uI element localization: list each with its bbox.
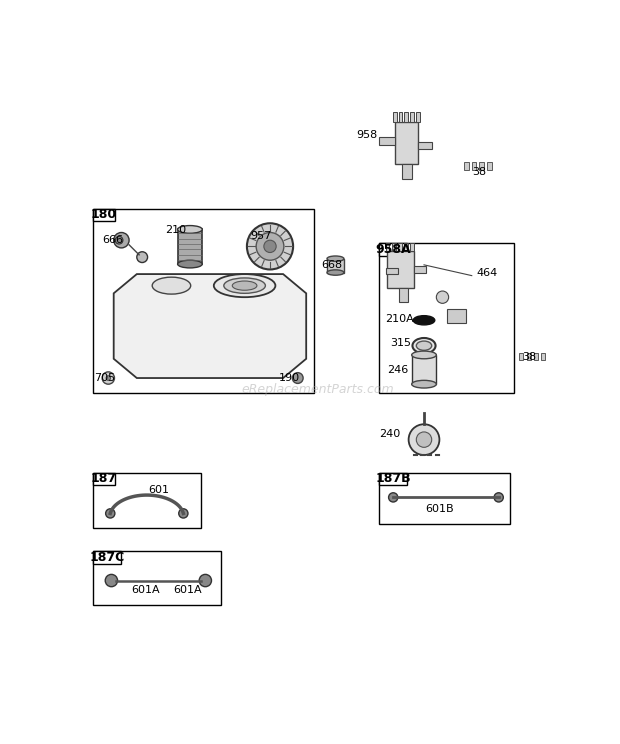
Bar: [399, 112, 402, 121]
Text: 187: 187: [91, 472, 117, 485]
Circle shape: [256, 232, 284, 260]
Text: 958A: 958A: [375, 243, 411, 256]
Text: 958: 958: [356, 130, 378, 141]
Circle shape: [416, 432, 432, 447]
Ellipse shape: [152, 278, 191, 294]
Bar: [386, 243, 389, 251]
Bar: [541, 353, 545, 360]
Bar: [399, 288, 408, 302]
Circle shape: [389, 493, 398, 502]
Ellipse shape: [232, 281, 257, 290]
Bar: [177, 229, 202, 264]
Ellipse shape: [412, 338, 436, 353]
Bar: [416, 112, 420, 121]
Ellipse shape: [327, 270, 344, 275]
Text: 464: 464: [476, 268, 498, 278]
Text: 957: 957: [250, 231, 271, 240]
Ellipse shape: [224, 278, 265, 293]
Text: 210A: 210A: [386, 314, 414, 324]
Bar: [393, 112, 397, 121]
Bar: [379, 472, 407, 485]
Circle shape: [102, 372, 115, 384]
Ellipse shape: [416, 341, 432, 350]
Bar: [479, 162, 484, 170]
Ellipse shape: [413, 315, 435, 325]
Text: 705: 705: [94, 373, 115, 383]
Circle shape: [494, 493, 503, 502]
Bar: [392, 243, 396, 251]
Text: 180: 180: [91, 208, 117, 221]
Polygon shape: [113, 274, 306, 378]
Circle shape: [436, 291, 449, 304]
Bar: [402, 164, 412, 179]
Ellipse shape: [177, 260, 202, 268]
Bar: [386, 268, 398, 274]
Bar: [487, 162, 492, 170]
Text: 240: 240: [379, 429, 401, 439]
Circle shape: [106, 376, 110, 380]
Text: 668: 668: [322, 260, 343, 270]
Bar: [379, 243, 407, 256]
Text: 601A: 601A: [173, 585, 202, 594]
Circle shape: [113, 232, 129, 248]
Text: 666: 666: [102, 235, 123, 246]
Circle shape: [409, 424, 440, 455]
Text: 187B: 187B: [375, 472, 411, 485]
Bar: [93, 472, 115, 485]
Bar: [404, 243, 408, 251]
Text: 601A: 601A: [131, 585, 160, 594]
Text: 210: 210: [166, 225, 187, 235]
Ellipse shape: [412, 380, 436, 388]
Bar: [534, 353, 538, 360]
Bar: [379, 472, 510, 525]
Text: 187C: 187C: [89, 551, 125, 564]
Bar: [379, 243, 514, 394]
Circle shape: [293, 373, 303, 383]
Circle shape: [264, 240, 276, 252]
Circle shape: [105, 509, 115, 518]
Bar: [412, 355, 436, 384]
Text: 246: 246: [387, 365, 409, 374]
Circle shape: [247, 223, 293, 269]
Bar: [379, 137, 395, 145]
Bar: [93, 208, 115, 221]
Circle shape: [115, 237, 123, 244]
Bar: [398, 243, 402, 251]
Bar: [93, 551, 121, 564]
Text: 601B: 601B: [425, 504, 454, 514]
Bar: [410, 243, 414, 251]
Text: 601: 601: [148, 484, 169, 495]
Bar: [414, 266, 425, 272]
Bar: [93, 551, 221, 605]
Ellipse shape: [214, 274, 275, 297]
Bar: [93, 208, 314, 394]
Bar: [464, 162, 469, 170]
Bar: [447, 309, 466, 323]
Bar: [472, 162, 476, 170]
Bar: [93, 472, 201, 528]
Ellipse shape: [412, 351, 436, 359]
Bar: [410, 112, 414, 121]
Bar: [395, 121, 418, 164]
Bar: [418, 141, 432, 150]
Bar: [327, 259, 344, 272]
Circle shape: [105, 574, 118, 587]
Bar: [387, 251, 414, 288]
Bar: [526, 353, 531, 360]
Circle shape: [199, 574, 211, 587]
Text: 38: 38: [522, 352, 536, 362]
Text: eReplacementParts.com: eReplacementParts.com: [241, 383, 394, 396]
Bar: [404, 112, 408, 121]
Circle shape: [179, 509, 188, 518]
Text: 38: 38: [472, 167, 486, 177]
Text: 315: 315: [390, 339, 411, 348]
Ellipse shape: [327, 256, 344, 261]
Text: 190: 190: [279, 373, 300, 383]
Bar: [520, 353, 523, 360]
Ellipse shape: [177, 225, 202, 234]
Circle shape: [137, 251, 148, 263]
